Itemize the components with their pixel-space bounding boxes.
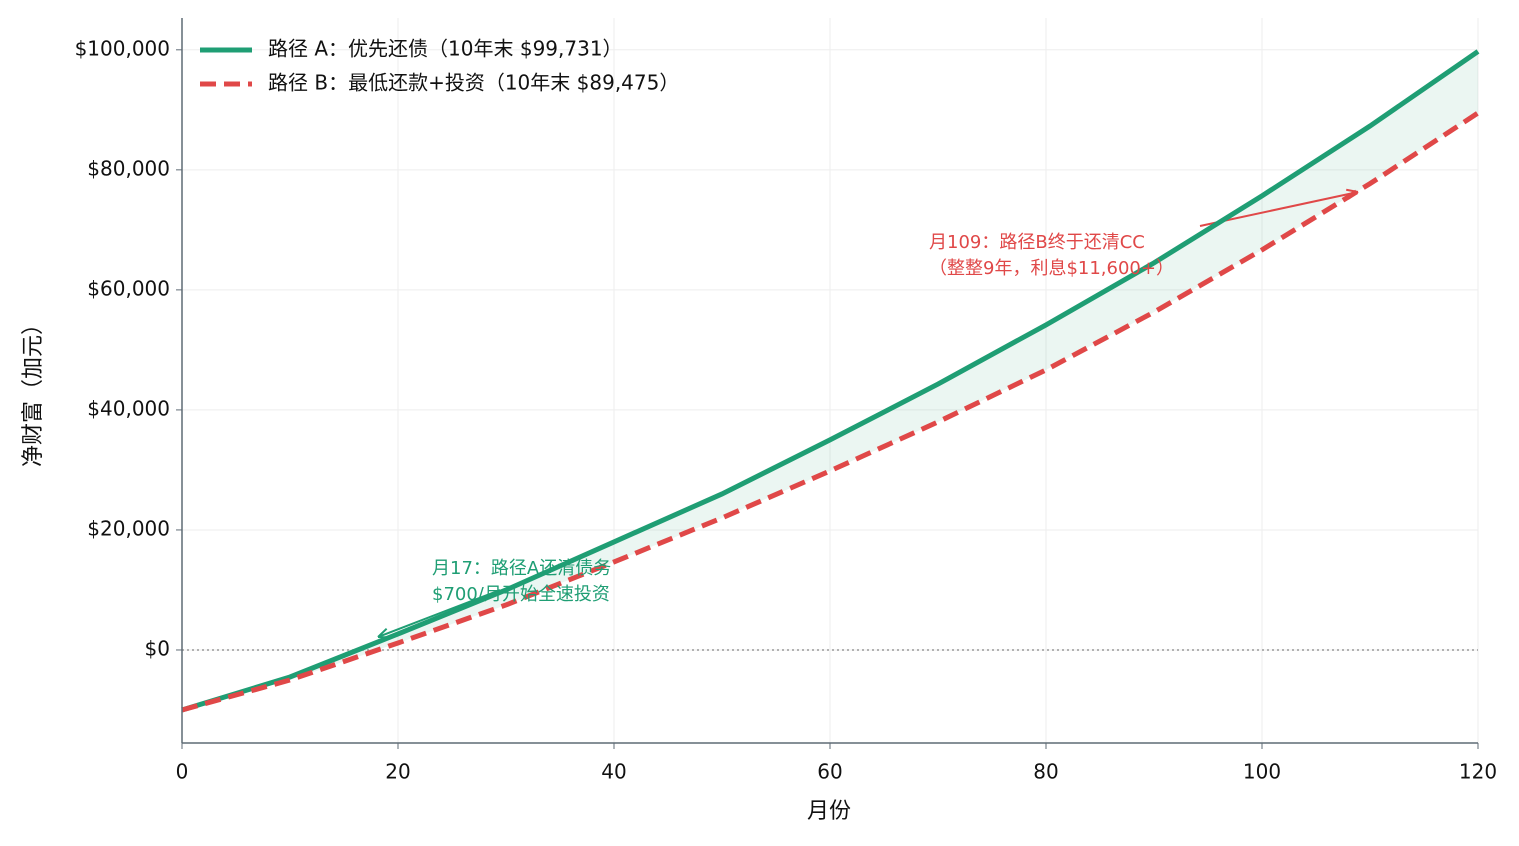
x-tick-label: 60 (817, 760, 842, 784)
x-tick-label: 40 (601, 760, 626, 784)
x-tick-label: 80 (1033, 760, 1058, 784)
legend-label: 路径 A：优先还债（10年末 $99,731） (268, 37, 623, 61)
x-tick-label: 100 (1243, 760, 1281, 784)
series-line (181, 49, 1480, 713)
series-line (181, 110, 1480, 713)
x-tick-label: 120 (1459, 760, 1497, 784)
y-axis-label: 净财富（加元） (21, 313, 46, 467)
y-tick-label: $100,000 (75, 36, 170, 60)
legend-label: 路径 B：最低还款+投资（10年末 $89,475） (268, 71, 679, 95)
x-tick-label: 20 (385, 760, 410, 784)
x-tick-label: 0 (176, 760, 189, 784)
x-axis-label: 月份 (807, 799, 851, 824)
y-tick-label: $40,000 (87, 396, 170, 420)
y-tick-label: $0 (145, 636, 170, 660)
y-tick-label: $80,000 (87, 156, 170, 180)
y-tick-label: $60,000 (87, 276, 170, 300)
annotation-text: 月109：路径B终于还清CC (929, 232, 1145, 253)
annotation-arrow (377, 589, 501, 638)
y-tick-label: $20,000 (87, 516, 170, 540)
annotation-text: 月17：路径A还清债务 (432, 558, 611, 579)
annotation-text: （整整9年，利息$11,600+） (929, 258, 1174, 279)
annotation-text: $700/月开始全速投资 (432, 584, 610, 605)
